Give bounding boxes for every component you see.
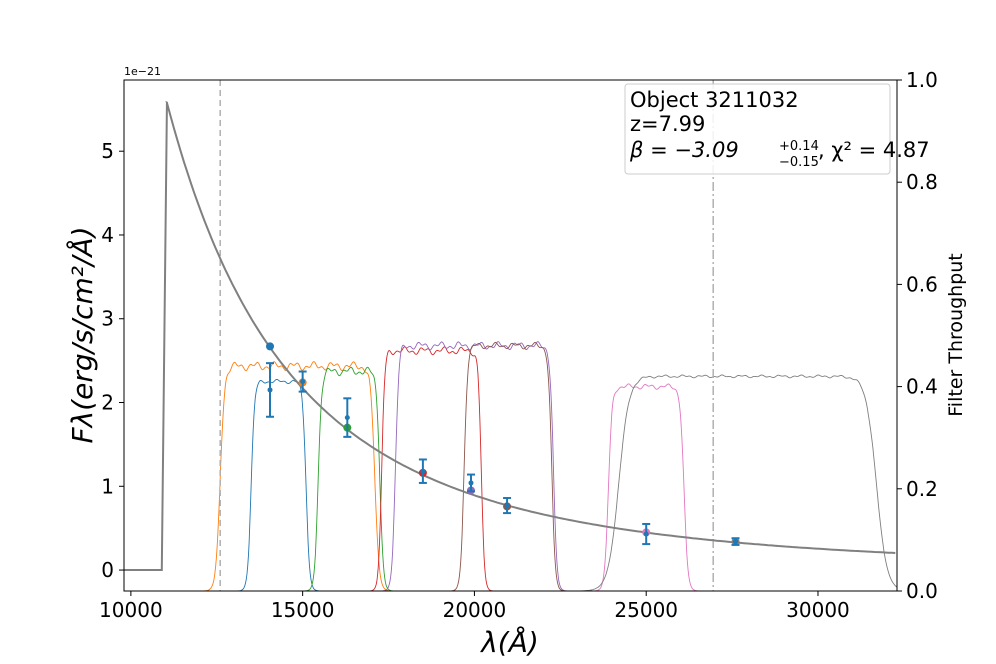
y-tick-label-right: 0.8 bbox=[906, 170, 938, 194]
plot-frame bbox=[123, 79, 898, 592]
observed-point bbox=[267, 387, 273, 393]
model-photometry-point bbox=[266, 342, 275, 351]
filter-curve bbox=[230, 379, 327, 591]
axes: 10000 15000 20000 25000 30000 0 1 2 3 4 5 0.0 0.2 0.4… bbox=[99, 68, 938, 622]
filter-curve bbox=[363, 346, 500, 591]
observed-point bbox=[420, 468, 426, 474]
x-tick-label: 25000 bbox=[614, 598, 678, 622]
filter-curve bbox=[297, 366, 401, 591]
x-axis-label: λ(Å) bbox=[479, 625, 539, 659]
model-spectrum-line bbox=[124, 100, 896, 572]
y-tick-label-right: 0.4 bbox=[906, 375, 938, 399]
y-tick-label-left: 3 bbox=[101, 307, 114, 331]
observed-point bbox=[468, 480, 474, 486]
x-tick-label: 30000 bbox=[786, 598, 850, 622]
annotation-object: Object 3211032 bbox=[630, 88, 799, 112]
filter-curve bbox=[194, 361, 401, 591]
filter-curves bbox=[194, 341, 897, 591]
observed-point bbox=[300, 379, 306, 385]
y-tick-label-left: 1 bbox=[101, 474, 114, 498]
y-tick-label-left: 5 bbox=[101, 139, 114, 163]
x-tick-label: 20000 bbox=[443, 598, 507, 622]
filter-curve bbox=[374, 341, 575, 591]
observed-point bbox=[733, 539, 739, 545]
observed-point bbox=[504, 503, 510, 509]
photometry-points bbox=[266, 342, 740, 546]
y-axis-label-left: Fλ(erg/s/cm²/Å) bbox=[65, 227, 99, 444]
y-tick-label-right: 1.0 bbox=[906, 68, 938, 92]
filter-curve bbox=[556, 374, 897, 591]
y-tick-label-left: 4 bbox=[101, 223, 114, 247]
y-tick-label-right: 0.0 bbox=[906, 579, 938, 603]
annotation-frame bbox=[624, 83, 891, 175]
y-tick-label-left: 0 bbox=[101, 558, 114, 582]
annotation-beta: β = −3.09 bbox=[629, 138, 739, 162]
observed-point bbox=[344, 415, 350, 421]
y-offset-label: 1e−21 bbox=[124, 65, 161, 78]
annotation-box: Object 3211032 z=7.99 β = −3.09 +0.14 −0… bbox=[624, 83, 930, 175]
annotation-beta-plus: +0.14 bbox=[779, 139, 819, 154]
annotation-beta-minus: −0.15 bbox=[779, 155, 819, 170]
model-spectrum bbox=[124, 100, 896, 572]
y-tick-label-right: 0.2 bbox=[906, 477, 938, 501]
observed-point bbox=[643, 531, 649, 537]
x-tick-label: 10000 bbox=[99, 598, 163, 622]
filter-curve bbox=[443, 341, 572, 591]
annotation-redshift: z=7.99 bbox=[630, 112, 705, 136]
annotation-chi2: , χ² = 4.87 bbox=[818, 138, 930, 162]
y-axis-label-right: Filter Throughput bbox=[945, 253, 967, 416]
y-tick-label-right: 0.6 bbox=[906, 272, 938, 296]
y-tick-label-left: 2 bbox=[101, 391, 114, 415]
x-tick-label: 15000 bbox=[271, 598, 335, 622]
filter-curve bbox=[585, 383, 707, 591]
